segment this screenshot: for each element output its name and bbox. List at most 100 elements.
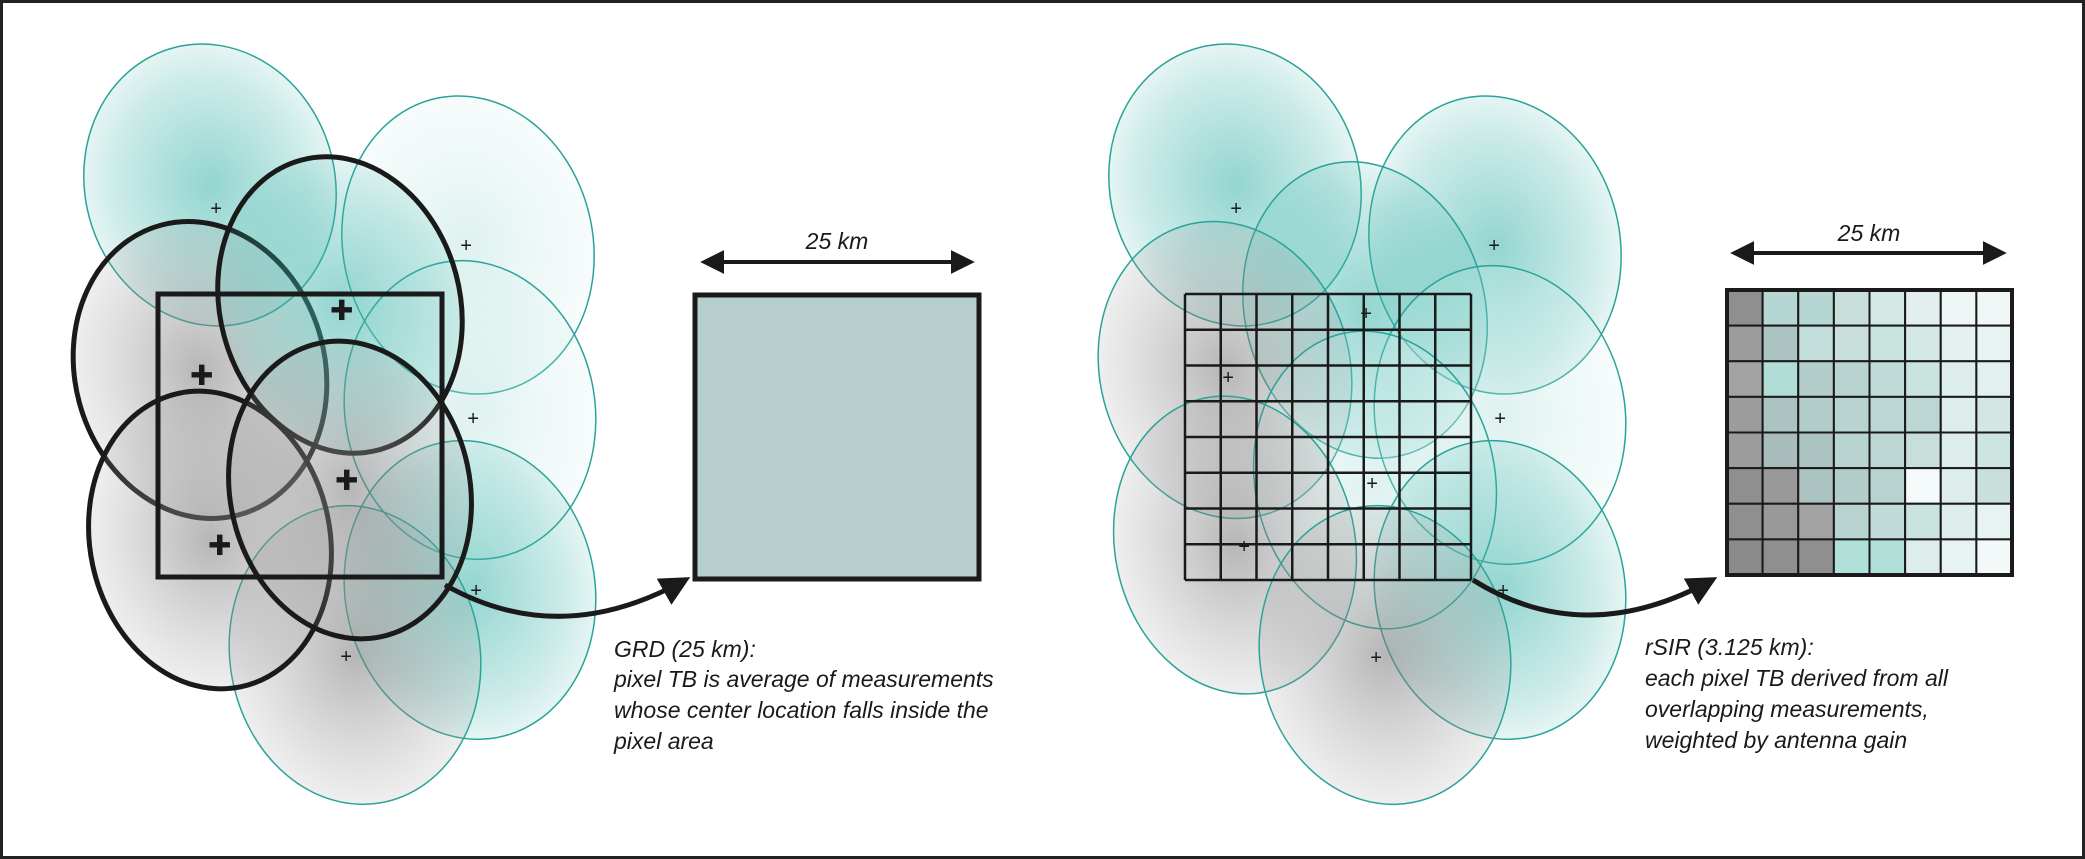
footprint-cluster-left: + + + + + ✚ ✚ ✚ ✚ (70, 43, 597, 806)
left-scale-label: 25 km (805, 228, 869, 254)
rsir-pixel-cell (1868, 324, 1907, 363)
footprint-center-marker: + (1222, 367, 1234, 389)
rsir-pixel-cell (1797, 538, 1835, 576)
rsir-pixel-cell (1761, 431, 1800, 470)
footprint-center-marker: + (1360, 303, 1372, 325)
rsir-pixel-cell (1832, 431, 1871, 470)
footprint-center-marker: + (1230, 198, 1242, 220)
right-panel: + + + + + + + + + 25 km rSIR (3.125 km):… (1097, 43, 2014, 806)
footprint-center-marker-selected: ✚ (330, 295, 353, 326)
rsir-pixel-cell (1975, 431, 2013, 470)
rsir-pixel-cell (1904, 502, 1942, 541)
left-caption-line: pixel area (613, 728, 714, 754)
rsir-pixel-cell (1904, 289, 1942, 327)
rsir-pixel-cell (1832, 324, 1871, 363)
rsir-pixel-cell (1726, 360, 1764, 398)
rsir-pixel-cell (1868, 538, 1907, 576)
footprint-center-marker: + (340, 646, 352, 668)
left-caption-line: whose center location falls inside the (614, 697, 989, 723)
rsir-pixel-cell (1939, 538, 1978, 576)
footprint-cluster-right: + + + + + + + + + (1097, 43, 1627, 806)
rsir-pixel-cell (1868, 395, 1907, 434)
rsir-pixel-cell (1832, 467, 1871, 505)
rsir-pixel-cell (1832, 502, 1871, 541)
rsir-pixel-cell (1832, 395, 1871, 434)
rsir-pixel-cell (1797, 502, 1835, 541)
rsir-pixel-cell (1975, 289, 2013, 327)
left-caption-line: pixel TB is average of measurements (613, 666, 994, 692)
right-caption-line: rSIR (3.125 km): (1645, 634, 1814, 660)
rsir-pixel-cell (1726, 395, 1764, 434)
left-caption-line: GRD (25 km): (614, 636, 756, 662)
footprint-center-marker: + (467, 408, 479, 430)
rsir-pixel-cell (1975, 538, 2013, 576)
rsir-pixel-cell (1975, 324, 2013, 363)
rsir-pixel-cell (1868, 431, 1907, 470)
rsir-pixel-cell (1904, 467, 1942, 505)
rsir-pixel-cell (1975, 467, 2013, 505)
left-panel: + + + + + ✚ ✚ ✚ ✚ 25 km GRD (25 km): pix… (70, 43, 994, 806)
rsir-pixel-cell (1904, 360, 1942, 398)
rsir-pixel-cell (1797, 289, 1835, 327)
left-caption: GRD (25 km): pixel TB is average of meas… (613, 636, 994, 754)
rsir-pixel-cell (1797, 467, 1835, 505)
footprint-center-marker: + (1370, 647, 1382, 669)
rsir-pixel-cell (1761, 289, 1800, 327)
rsir-pixel-cell (1726, 289, 1764, 327)
rsir-pixel-cell (1726, 467, 1764, 505)
grd-pixel-outline (155, 291, 445, 580)
rsir-pixel-cell (1726, 431, 1764, 470)
rsir-pixel-cell (1939, 431, 1978, 470)
right-scale-label: 25 km (1837, 220, 1901, 246)
footprint-center-marker-selected: ✚ (208, 530, 231, 561)
rsir-pixel-cell (1761, 324, 1800, 363)
rsir-pixel-cell (1761, 502, 1800, 541)
rsir-pixel-cell (1797, 360, 1835, 398)
rsir-pixel-cell (1904, 395, 1942, 434)
rsir-pixel-cell (1939, 324, 1978, 363)
rsir-pixel-cell (1726, 538, 1764, 576)
rsir-pixel-cell (1975, 502, 2013, 541)
rsir-overlay-grid (1183, 292, 1473, 582)
rsir-pixel-cell (1904, 324, 1942, 363)
footprint-center-marker-selected: ✚ (190, 360, 213, 391)
rsir-pixel-cell (1904, 431, 1942, 470)
right-caption-line: weighted by antenna gain (1645, 727, 1907, 753)
right-caption: rSIR (3.125 km): each pixel TB derived f… (1645, 634, 1949, 753)
rsir-pixel-cell (1832, 360, 1871, 398)
right-pointer-arrow (1471, 577, 1718, 618)
rsir-pixel-cell (1797, 431, 1835, 470)
rsir-grid-outline (1725, 288, 2014, 577)
right-caption-line: overlapping measurements, (1645, 696, 1929, 722)
rsir-pixel-cell (1975, 395, 2013, 434)
footprint-center-marker: + (470, 580, 482, 602)
rsir-pixel-cell (1761, 538, 1800, 576)
footprint-center-marker: + (1497, 580, 1509, 602)
footprint-selected (226, 338, 474, 642)
rsir-pixel-cell (1868, 289, 1907, 327)
rsir-pixel-cell (1868, 467, 1907, 505)
rsir-pixel-cell (1939, 395, 1978, 434)
rsir-pixel-cell (1868, 360, 1907, 398)
rsir-pixel-cell (1939, 502, 1978, 541)
footprint-center-marker: + (1488, 235, 1500, 257)
rsir-pixel-cell (1726, 324, 1764, 363)
rsir-pixel-cell (1797, 324, 1835, 363)
rsir-pixel-cell (1939, 360, 1978, 398)
rsir-pixel-cell (1797, 395, 1835, 434)
right-caption-line: each pixel TB derived from all (1645, 665, 1949, 691)
grd-pixel (692, 292, 982, 582)
rsir-pixel-cell (1832, 538, 1871, 576)
footprint-center-marker: + (1238, 536, 1250, 558)
footprint-center-marker: + (460, 235, 472, 257)
left-pointer-arrow (443, 577, 691, 619)
footprint-center-marker: + (1494, 408, 1506, 430)
rsir-pixel-cell (1761, 467, 1800, 505)
rsir-pixel-cell (1761, 360, 1800, 398)
rsir-pixel-cell (1761, 395, 1800, 434)
footprint-center-marker-selected: ✚ (335, 465, 358, 496)
rsir-pixel-cell (1726, 502, 1764, 541)
rsir-pixel-cell (1939, 289, 1978, 327)
